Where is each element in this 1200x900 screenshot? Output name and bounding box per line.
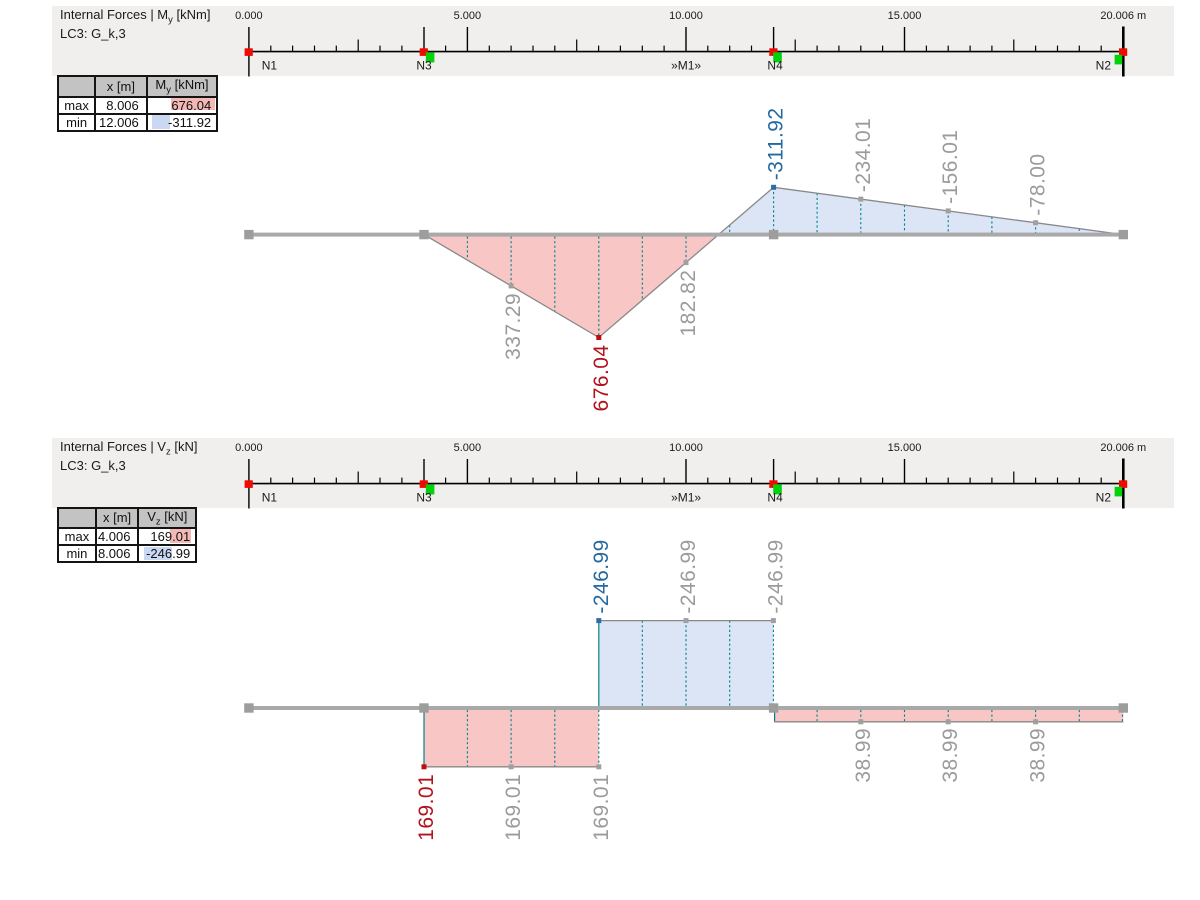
svg-text:169.01: 169.01 — [415, 774, 438, 841]
svg-text:N3: N3 — [416, 58, 432, 72]
svg-text:N1: N1 — [262, 490, 278, 504]
svg-text:169.01: 169.01 — [590, 774, 613, 841]
svg-text:10.000: 10.000 — [669, 442, 703, 454]
svg-text:169.01: 169.01 — [502, 774, 525, 841]
svg-text:182.82: 182.82 — [677, 270, 700, 337]
svg-text:N2: N2 — [1096, 58, 1112, 72]
svg-text:20.006 m: 20.006 m — [1100, 442, 1146, 454]
svg-text:-156.01: -156.01 — [939, 130, 962, 204]
svg-text:337.29: 337.29 — [502, 293, 525, 360]
svg-text:15.000: 15.000 — [888, 10, 922, 22]
svg-text:N1: N1 — [262, 58, 278, 72]
svg-text:5.000: 5.000 — [454, 442, 482, 454]
svg-text:-78.00: -78.00 — [1027, 153, 1050, 215]
svg-text:»M1»: »M1» — [671, 490, 701, 504]
svg-text:10.000: 10.000 — [669, 10, 703, 22]
svg-text:»M1»: »M1» — [671, 58, 701, 72]
svg-text:5.000: 5.000 — [454, 10, 482, 22]
svg-text:0.000: 0.000 — [235, 10, 263, 22]
svg-text:20.006 m: 20.006 m — [1100, 10, 1146, 22]
svg-text:38.99: 38.99 — [1027, 728, 1050, 783]
svg-text:676.04: 676.04 — [590, 345, 613, 412]
svg-text:-311.92: -311.92 — [765, 107, 788, 180]
svg-text:15.000: 15.000 — [888, 442, 922, 454]
svg-text:38.99: 38.99 — [852, 728, 875, 783]
svg-text:-246.99: -246.99 — [590, 539, 613, 613]
svg-text:N4: N4 — [767, 58, 783, 72]
svg-text:N4: N4 — [767, 490, 783, 504]
svg-text:38.99: 38.99 — [939, 728, 962, 783]
svg-text:-246.99: -246.99 — [764, 539, 787, 613]
svg-text:-234.01: -234.01 — [852, 118, 875, 192]
svg-text:-246.99: -246.99 — [677, 539, 700, 613]
svg-text:0.000: 0.000 — [235, 442, 263, 454]
svg-text:N3: N3 — [416, 490, 432, 504]
svg-text:N2: N2 — [1096, 490, 1112, 504]
